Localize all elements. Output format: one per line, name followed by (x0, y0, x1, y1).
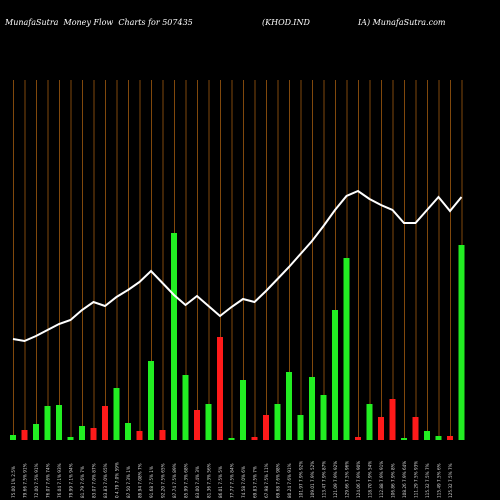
x-tick-label: 112.88 7.9% 91% (379, 461, 384, 498)
x-tick-label: 124.06 7.9% 90% (356, 461, 361, 498)
money-flow-bar (136, 431, 143, 440)
money-flow-bar (44, 406, 51, 440)
money-flow-bar (274, 404, 281, 440)
x-tick-label: 115.49 7.5% 6% (437, 463, 442, 498)
x-tick-label: 87.74 7.5% 89% (172, 463, 177, 498)
x-tick-label: 89.94 7.08% 7% (138, 463, 143, 498)
money-flow-bar (332, 310, 338, 440)
x-tick-label: 129.66 7.5% 96% (345, 461, 350, 498)
x-tick-label: 74.58 7.0% 6% (241, 466, 246, 498)
money-flow-bar (320, 395, 327, 440)
money-flow-bar (21, 430, 28, 440)
money-flow-bar (424, 431, 430, 440)
money-flow-bar (447, 436, 453, 440)
x-tick-label: 87.50 7.3% 1% (126, 466, 131, 498)
x-tick-label: 69.83 7.5% 7% (253, 466, 258, 498)
chart-title-left: MunafaSutra Money Flow Charts for 507435 (5, 18, 193, 27)
money-flow-bar (217, 337, 223, 440)
x-tick-label: 69.68 7.6% 98% (276, 463, 281, 498)
x-tick-label: 85.99 7.3% 68% (184, 463, 189, 498)
x-tick-label: 125.32 7.5% 7% (448, 463, 453, 498)
money-flow-bar (90, 428, 97, 440)
money-flow-bar (401, 438, 407, 440)
x-tick-label: 75.00 1% 2.5% (11, 466, 16, 498)
money-flow-bar (79, 426, 85, 440)
x-tick-label: 83.00 7.4% 3% (195, 466, 200, 498)
x-tick-label: 101.97 7.9% 92% (299, 461, 304, 498)
money-flow-bar (33, 424, 39, 440)
x-tick-label: 83.07 7.0% 87% (92, 463, 97, 498)
money-flow-bar (148, 361, 154, 440)
money-flow-bar (240, 380, 246, 440)
x-tick-label: 77.77 7.5% 84% (230, 463, 235, 498)
money-flow-bar (389, 399, 396, 440)
money-flow-bar (366, 404, 373, 440)
x-tick-label: 111.29 7.5% 93% (414, 461, 419, 498)
money-flow-bar (309, 377, 315, 440)
x-tick-label: 80.24 7.6% 91% (287, 463, 292, 498)
x-tick-label: 83.83 7.0% 65% (103, 463, 108, 498)
chart-title-middle: (KHOD.IND (262, 18, 310, 27)
money-flow-bar (435, 436, 442, 440)
money-flow-bar (286, 372, 292, 440)
x-tick-label: 108.26 7.9% 64% (402, 461, 407, 498)
money-flow-bar (159, 430, 166, 440)
x-tick-label: 121.09 7.9% 92% (333, 461, 338, 498)
x-tick-label: 113.47 7.9% 87% (322, 461, 327, 498)
vertical-grid (13, 80, 463, 440)
money-flow-bar (205, 404, 212, 440)
money-flow-bar (297, 415, 304, 440)
money-flow-bar (102, 406, 108, 440)
x-tick-label: 0 4.79 7.0% 59% (115, 462, 120, 498)
x-tick-label: 115.32 7.5% 7% (425, 463, 430, 498)
chart-title-right: IA) MunafaSutra.com (358, 18, 446, 27)
x-tick-label: 79.99 7.1% 94% (69, 463, 74, 498)
x-tick-label: 81.79 7.6% 7% (80, 466, 85, 498)
money-flow-bar (228, 438, 235, 440)
money-flow-bar (355, 437, 361, 440)
x-tick-labels: 75.00 1% 2.5% 79.66 7.5% 91% 72.00 7.5% 91… (11, 461, 453, 498)
money-flow-bar (263, 415, 269, 440)
money-flow-bar (113, 388, 120, 440)
x-tick-label: 91.68 7.5% 1% (149, 466, 154, 498)
x-tick-label: 86.01 7.5% 5% (218, 466, 223, 498)
money-flow-bar (343, 258, 350, 440)
money-flow-bar (56, 405, 62, 440)
money-flow-bar (67, 437, 74, 440)
x-tick-label: 81.36 7.3% 56% (207, 463, 212, 498)
x-tick-label: 76.04 7.1% 93% (57, 463, 62, 498)
x-tick-label: 67.98 7.5% 11% (264, 463, 269, 498)
x-tick-label: 76.07 7.6% 74% (46, 463, 51, 498)
x-tick-label: 92.20 7.5% 65% (161, 463, 166, 498)
money-flow-bar (378, 417, 384, 440)
money-flow-bar (171, 233, 177, 440)
money-flow-bar (251, 437, 258, 440)
money-flow-bar (125, 423, 131, 440)
money-flow-bars (10, 233, 465, 440)
money-flow-bar (458, 245, 465, 440)
money-flow-bar (10, 435, 16, 440)
price-line (12, 189, 463, 343)
x-tick-label: 79.66 7.5% 91% (23, 463, 28, 498)
money-flow-bar (194, 410, 200, 440)
money-flow-bar (412, 417, 419, 440)
money-flow-bar (182, 375, 189, 440)
x-tick-label: 109.01 7.9% 52% (310, 461, 315, 498)
x-tick-label: 118.70 7.9% 54% (368, 461, 373, 498)
x-tick-label: 106.86 7.9% 8% (391, 463, 396, 498)
x-tick-label: 72.00 7.5% 91% (34, 463, 39, 498)
